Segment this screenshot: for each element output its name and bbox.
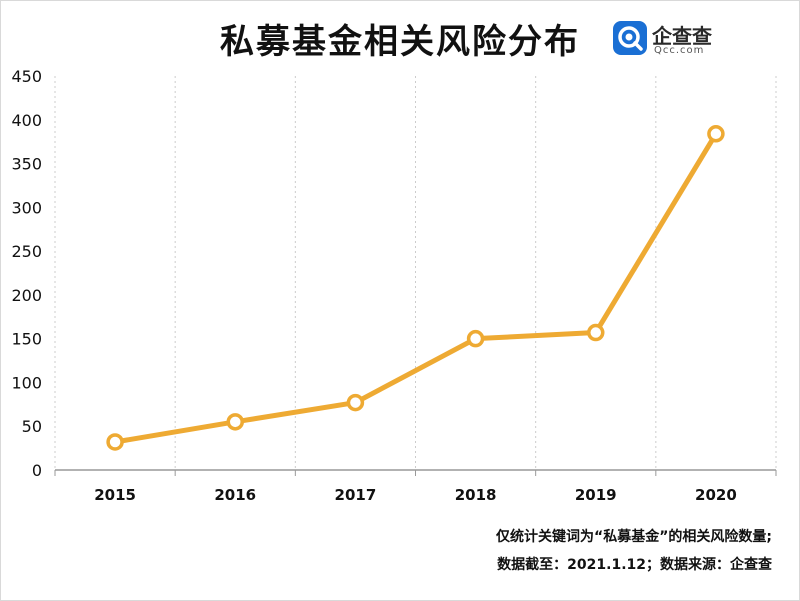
data-point xyxy=(587,323,605,342)
brand-logo: 企查查 Qcc.com xyxy=(612,20,722,60)
series-line xyxy=(112,131,719,445)
data-point xyxy=(226,413,244,431)
x-tick-label: 2017 xyxy=(335,486,377,504)
x-tick-label: 2020 xyxy=(695,486,737,504)
qcc-logo-icon xyxy=(613,21,647,55)
x-tick-label: 2016 xyxy=(214,486,256,504)
data-point xyxy=(346,393,365,412)
y-tick-label: 400 xyxy=(11,111,42,130)
x-tick-label: 2019 xyxy=(575,486,617,504)
footnote-scope: 仅统计关键词为“私募基金”的相关风险数量; xyxy=(496,529,772,545)
y-tick-label: 50 xyxy=(22,417,42,436)
y-tick-label: 250 xyxy=(11,242,42,261)
chart-title: 私募基金相关风险分布 xyxy=(220,22,580,62)
data-markers xyxy=(106,125,725,451)
x-tick-label: 2018 xyxy=(455,486,497,504)
data-series xyxy=(112,131,719,445)
y-tick-label: 150 xyxy=(11,330,42,349)
data-point xyxy=(466,329,485,348)
y-tick-label: 100 xyxy=(11,373,42,392)
y-tick-label: 200 xyxy=(11,286,42,305)
data-point xyxy=(707,125,725,143)
y-tick-label: 450 xyxy=(11,67,42,86)
axes xyxy=(54,469,777,476)
grid-lines xyxy=(54,76,777,470)
brand-name: 企查查 xyxy=(652,24,712,48)
y-tick-label: 350 xyxy=(11,155,42,174)
data-point xyxy=(106,433,124,451)
x-axis-ticks: 2015 2016 2017 2018 2019 2020 xyxy=(94,486,737,504)
brand-domain: Qcc.com xyxy=(654,45,705,56)
y-tick-label: 0 xyxy=(32,461,42,480)
footnote-source: 数据截至：2021.1.12；数据来源：企查查 xyxy=(497,557,772,573)
x-tick-label: 2015 xyxy=(94,486,136,504)
y-tick-label: 300 xyxy=(11,198,42,217)
y-axis-ticks: 0 50 100 150 200 250 300 350 400 450 xyxy=(11,67,42,480)
